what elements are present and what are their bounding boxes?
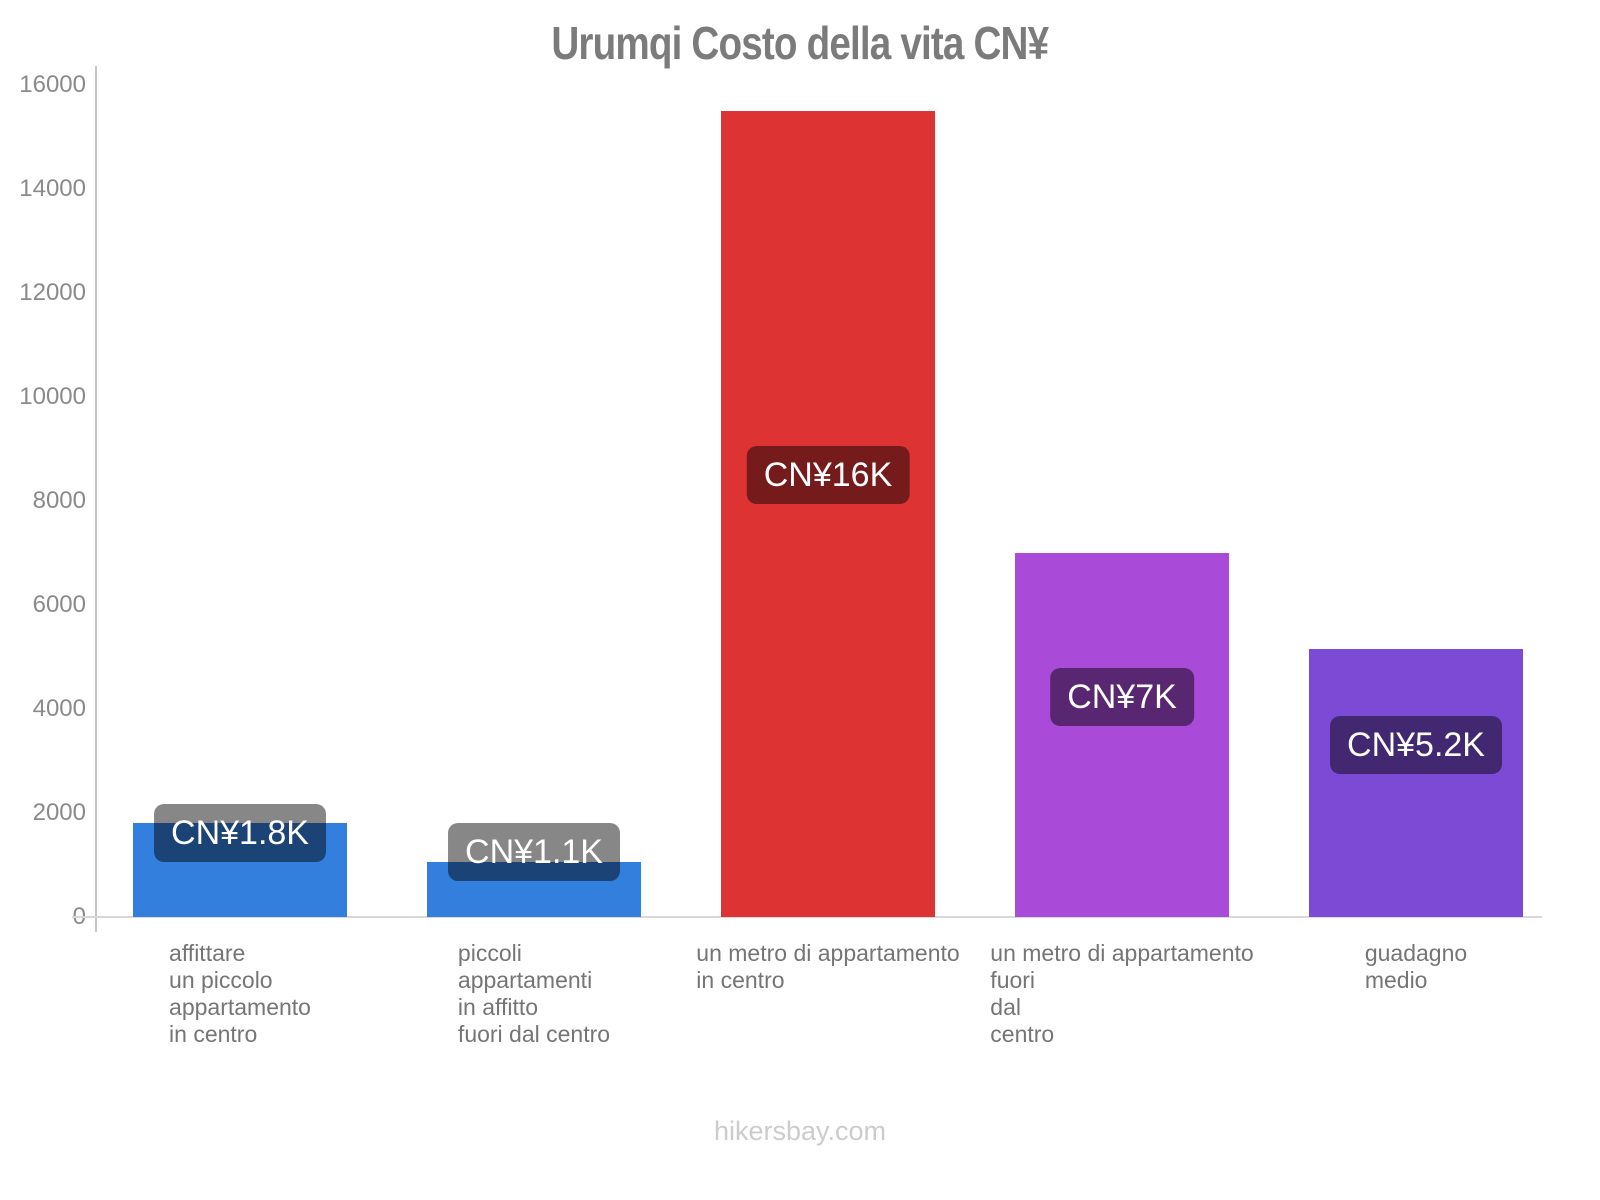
bar <box>1015 553 1229 917</box>
category-label-line: guadagno <box>1364 940 1468 966</box>
y-tick-label: 6000 <box>32 591 86 618</box>
category-label-line: in centro <box>169 1021 258 1047</box>
bar-value-label: CN¥1.1K <box>448 823 620 881</box>
chart-title: Urumqi Costo della vita CN¥ <box>0 16 1600 70</box>
category-label: un metro di appartamento fuori dal centro <box>990 940 1253 1048</box>
category-label: guadagno medio <box>1365 940 1467 994</box>
category-label-line: appartamento <box>169 994 311 1020</box>
category-label-line: un metro di appartamento <box>696 940 960 966</box>
category-label-line: affittare <box>169 940 246 966</box>
bar <box>427 862 641 917</box>
category-label-line: piccoli <box>457 940 522 966</box>
y-axis-line <box>95 66 97 932</box>
category-label: affittare un piccolo appartamento in centro <box>169 940 311 1048</box>
x-axis-baseline <box>72 916 1542 918</box>
y-tick-label: 10000 <box>19 383 86 410</box>
bar <box>133 823 347 917</box>
y-tick-label: 8000 <box>32 487 86 514</box>
category-label-line: appartamenti <box>457 967 593 993</box>
category-label-line: in affitto <box>457 994 539 1020</box>
category-label-line: in centro <box>696 967 785 993</box>
y-tick-label: 4000 <box>32 695 86 722</box>
category-label-line: centro <box>990 1021 1055 1047</box>
bar-value-label: CN¥5.2K <box>1330 716 1502 774</box>
bar-value-label: CN¥1.8K <box>154 804 326 862</box>
category-label: piccoli appartamenti in affitto fuori dal c… <box>458 940 610 1048</box>
y-tick-label: 2000 <box>32 799 86 826</box>
y-tick-label: 14000 <box>19 175 86 202</box>
category-label-line: medio <box>1364 967 1428 993</box>
bar-value-label: CN¥7K <box>1050 668 1194 726</box>
watermark-text: hikersbay.com <box>713 1116 887 1146</box>
category-label: un metro di appartamento in centro <box>696 940 959 994</box>
y-tick-label: 12000 <box>19 279 86 306</box>
chart-title-text: Urumqi Costo della vita CN¥ <box>551 17 1050 69</box>
y-tick-label: 16000 <box>19 71 86 98</box>
category-label-line: un piccolo <box>169 967 273 993</box>
category-label-line: fuori <box>990 967 1036 993</box>
bar-value-label: CN¥16K <box>746 446 910 504</box>
category-label-line: un metro di appartamento <box>990 940 1254 966</box>
bar <box>721 111 935 917</box>
bar <box>1309 649 1523 917</box>
category-label-line: dal <box>990 994 1022 1020</box>
category-label-line: fuori dal centro <box>457 1021 611 1047</box>
